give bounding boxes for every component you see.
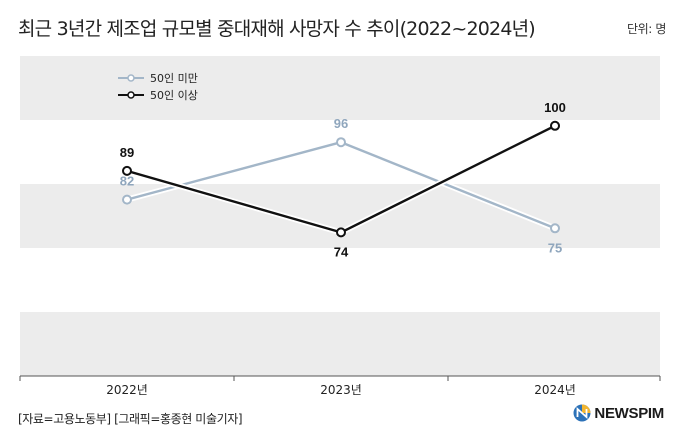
legend-marker-1 — [127, 74, 135, 82]
chart-title: 최근 3년간 제조업 규모별 중대재해 사망자 수 추이(2022~2024년) — [18, 18, 536, 40]
data-label: 74 — [334, 244, 349, 259]
source-credit: [자료=고용노동부] [그래픽=홍종현 미술기자] — [18, 412, 243, 426]
chart-legend: 50인 미만 50인 이상 — [118, 72, 198, 102]
data-label: 96 — [334, 116, 348, 131]
unit-label: 단위: 명 — [627, 22, 666, 36]
legend-label-2: 50인 이상 — [150, 89, 198, 102]
x-tick-label: 2024년 — [534, 383, 576, 397]
data-point — [550, 120, 560, 131]
band-3 — [20, 312, 660, 376]
data-label: 100 — [544, 100, 566, 115]
newspim-logo: NEWSPIM — [573, 404, 664, 422]
data-point — [122, 194, 132, 205]
line-chart: 2022년 2023년 2024년 50인 미만 50인 이상 82 96 75 89 74 1… — [19, 56, 661, 397]
legend-marker-2 — [127, 91, 135, 99]
band-1 — [20, 56, 660, 120]
data-point — [336, 137, 346, 148]
legend-label-1: 50인 미만 — [150, 72, 198, 85]
series-lines — [122, 120, 560, 238]
band-2 — [20, 184, 660, 248]
x-tick-label: 2023년 — [320, 383, 362, 397]
data-label: 75 — [548, 240, 562, 255]
data-label: 89 — [120, 145, 134, 160]
data-labels: 82 96 75 89 74 100 — [120, 100, 566, 260]
newspim-logo-icon — [573, 404, 591, 422]
data-point — [550, 223, 560, 234]
background-bands — [20, 56, 660, 376]
x-tick-label: 2022년 — [106, 383, 148, 397]
data-label: 82 — [120, 174, 134, 189]
data-point — [122, 165, 132, 176]
x-axis-ticks: 2022년 2023년 2024년 — [19, 376, 661, 397]
data-point — [336, 227, 346, 238]
logo-text: NEWSPIM — [594, 404, 664, 422]
